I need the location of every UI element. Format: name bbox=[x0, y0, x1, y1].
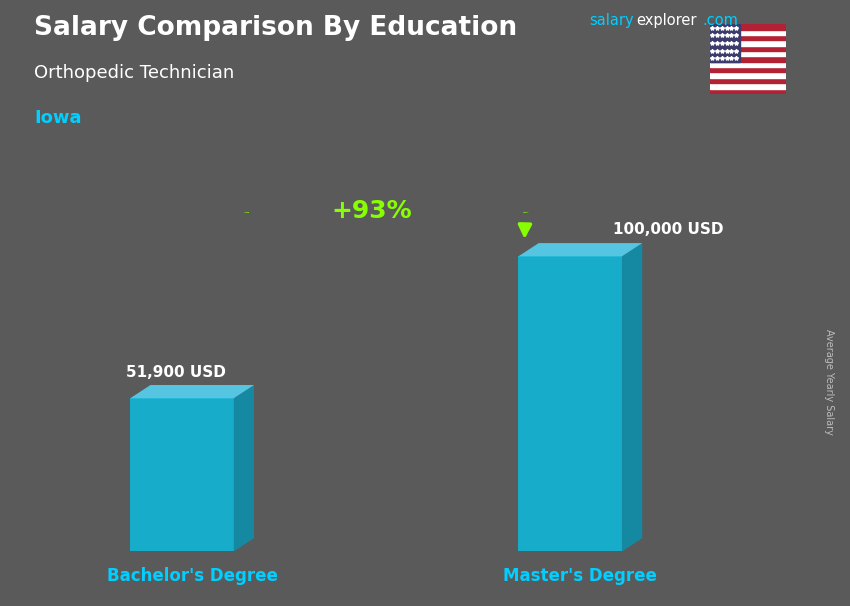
Text: Average Yearly Salary: Average Yearly Salary bbox=[824, 329, 834, 435]
Polygon shape bbox=[130, 398, 234, 551]
Polygon shape bbox=[234, 385, 254, 551]
Bar bbox=[710, 67, 786, 73]
Text: Orthopedic Technician: Orthopedic Technician bbox=[34, 64, 235, 82]
Bar bbox=[710, 30, 786, 35]
Polygon shape bbox=[622, 243, 643, 551]
Bar bbox=[710, 83, 786, 88]
Text: Bachelor's Degree: Bachelor's Degree bbox=[106, 567, 277, 585]
Text: 100,000 USD: 100,000 USD bbox=[613, 222, 723, 237]
Text: .com: .com bbox=[702, 13, 738, 28]
Bar bbox=[710, 24, 786, 30]
Polygon shape bbox=[130, 385, 254, 398]
Text: explorer: explorer bbox=[636, 13, 696, 28]
Bar bbox=[710, 56, 786, 62]
Polygon shape bbox=[518, 243, 643, 256]
Bar bbox=[710, 62, 786, 67]
Text: Salary Comparison By Education: Salary Comparison By Education bbox=[34, 15, 517, 41]
Text: 51,900 USD: 51,900 USD bbox=[127, 365, 226, 380]
Bar bbox=[710, 45, 786, 51]
Bar bbox=[710, 88, 786, 94]
Bar bbox=[710, 41, 786, 45]
Bar bbox=[710, 35, 786, 41]
Text: +93%: +93% bbox=[332, 199, 411, 223]
Text: Iowa: Iowa bbox=[34, 109, 82, 127]
Bar bbox=[710, 73, 786, 78]
Text: salary: salary bbox=[589, 13, 633, 28]
Text: Master's Degree: Master's Degree bbox=[503, 567, 657, 585]
Polygon shape bbox=[518, 256, 622, 551]
Bar bbox=[710, 24, 740, 62]
Bar bbox=[710, 78, 786, 83]
Bar bbox=[710, 51, 786, 56]
